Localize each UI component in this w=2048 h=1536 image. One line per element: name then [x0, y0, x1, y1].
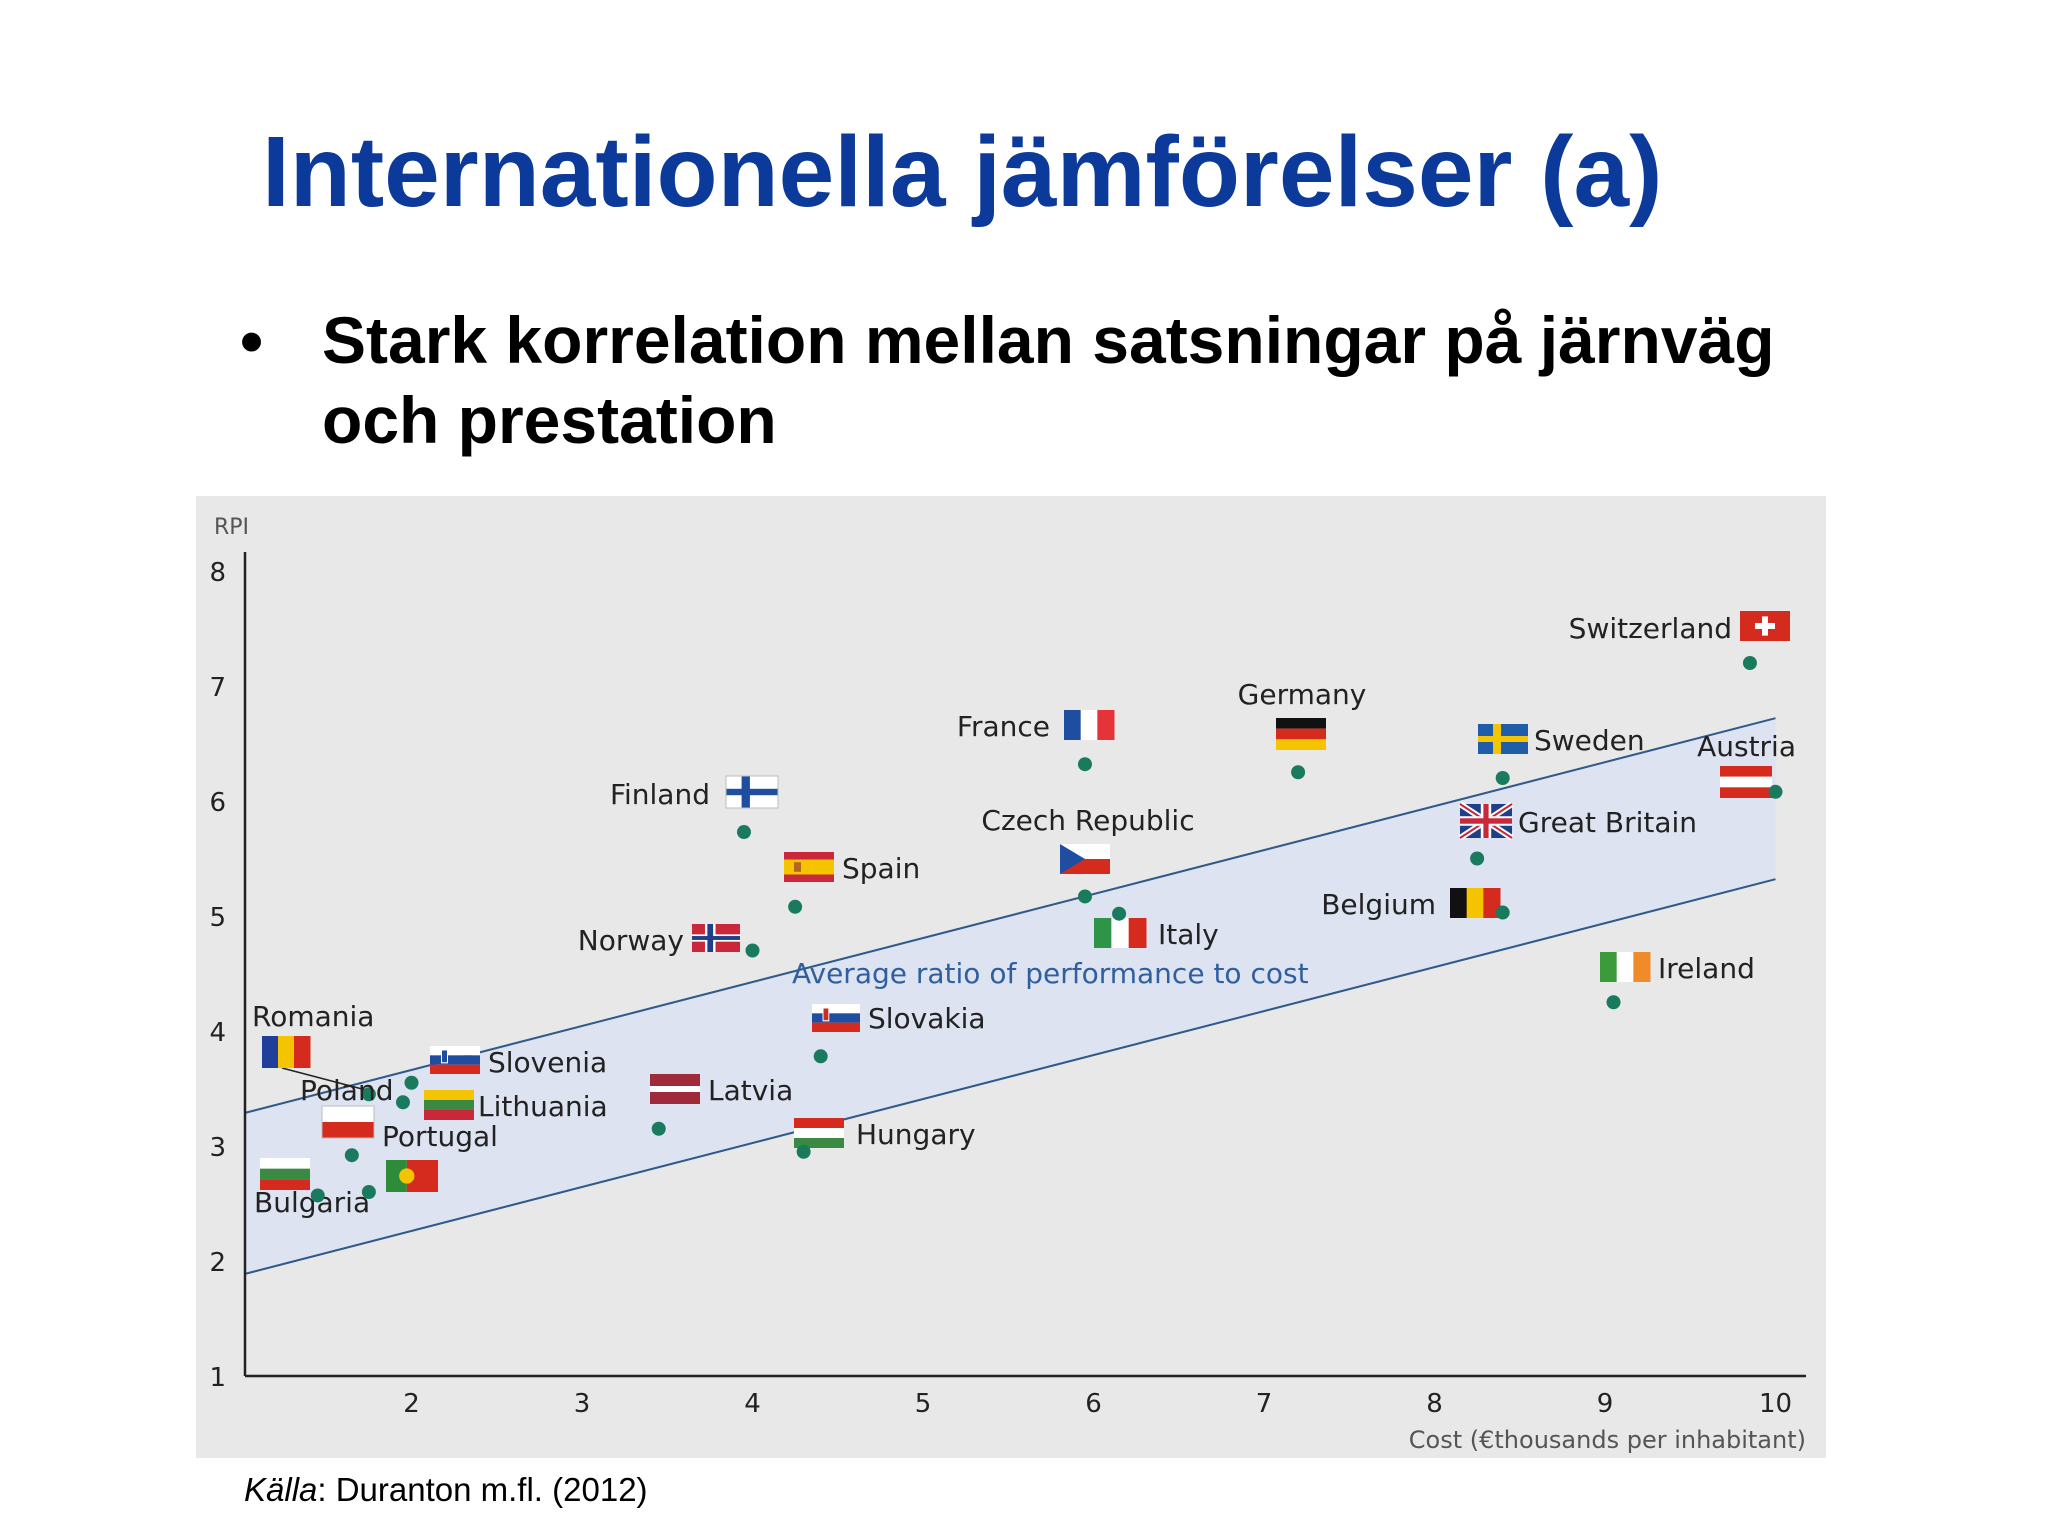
data-point — [344, 1148, 359, 1163]
x-tick-label: 10 — [1759, 1389, 1792, 1419]
band-label: Average ratio of performance to cost — [792, 957, 1309, 990]
x-tick-label: 7 — [1256, 1389, 1273, 1419]
data-point — [1291, 765, 1306, 780]
country-flag — [1094, 918, 1147, 948]
band-upper-line — [244, 717, 1776, 1114]
data-point — [1470, 851, 1485, 866]
country-flag — [1064, 710, 1115, 740]
country-label: Germany — [1238, 678, 1367, 711]
band-lower-line — [244, 878, 1776, 1275]
source-reference: : Duranton m.fl. (2012) — [317, 1471, 648, 1508]
country-flag — [430, 1046, 480, 1074]
country-label: Sweden — [1534, 724, 1645, 757]
source-citation: Källa: Duranton m.fl. (2012) — [244, 1470, 648, 1510]
y-tick-label: 6 — [209, 788, 226, 818]
country-label: Hungary — [856, 1118, 976, 1151]
data-point — [395, 1095, 410, 1110]
data-point — [1768, 784, 1783, 799]
country-flag — [1740, 611, 1790, 641]
x-tick-label: 2 — [403, 1389, 420, 1419]
x-tick-label: 4 — [744, 1389, 761, 1419]
country-flag — [262, 1036, 311, 1068]
data-point — [1742, 656, 1757, 670]
scatter-chart: Average ratio of performance to cost RPI C… — [209, 515, 1806, 1454]
x-axis-title: Cost (€thousands per inhabitant) — [1409, 1426, 1806, 1454]
data-point — [796, 1144, 811, 1159]
data-point — [1606, 995, 1621, 1010]
country-flag — [1060, 844, 1110, 874]
country-label: Portugal — [382, 1120, 498, 1153]
data-point — [1077, 889, 1092, 904]
country-flag — [1478, 724, 1528, 754]
country-flag — [1450, 888, 1501, 918]
leader-line — [281, 1067, 368, 1091]
country-label: Lithuania — [478, 1090, 608, 1123]
x-tick-label: 9 — [1597, 1389, 1614, 1419]
data-point — [404, 1075, 419, 1090]
y-tick-label: 3 — [209, 1133, 226, 1163]
country-flag — [784, 852, 834, 882]
country-flag — [1458, 801, 1514, 841]
country-flag — [1600, 952, 1651, 982]
x-tick-label: 3 — [574, 1389, 591, 1419]
country-flag — [692, 924, 740, 952]
y-tick-label: 4 — [209, 1018, 226, 1048]
data-point — [361, 1185, 376, 1199]
country-flag — [260, 1158, 310, 1190]
slide-title: Internationella jämförelser (a) — [262, 116, 1663, 228]
y-tick-label: 7 — [209, 673, 226, 703]
country-flag — [424, 1090, 474, 1120]
data-point — [361, 1087, 376, 1102]
country-label: Latvia — [708, 1074, 793, 1107]
chart-panel: Average ratio of performance to cost RPI C… — [196, 496, 1826, 1458]
y-tick-label: 2 — [209, 1248, 226, 1278]
data-point — [1495, 905, 1510, 920]
data-point — [736, 825, 751, 840]
country-label: Spain — [842, 852, 920, 885]
x-tick-label: 6 — [1085, 1389, 1102, 1419]
band-area — [245, 718, 1776, 1274]
country-label: Switzerland — [1569, 612, 1732, 645]
country-flag — [386, 1160, 438, 1192]
country-label: Poland — [300, 1074, 393, 1107]
country-flag — [650, 1074, 700, 1104]
data-point — [310, 1188, 325, 1203]
country-label: Italy — [1158, 918, 1219, 951]
y-tick-label: 1 — [209, 1363, 226, 1393]
bullet-marker: • — [240, 304, 264, 378]
country-label: France — [957, 710, 1050, 743]
country-label: Finland — [610, 778, 710, 811]
x-tick-label: 5 — [915, 1389, 932, 1419]
x-tick-label: 8 — [1426, 1389, 1443, 1419]
y-tick-label: 8 — [209, 558, 226, 588]
country-flag — [1720, 766, 1772, 798]
country-label: Slovakia — [868, 1002, 986, 1035]
country-label: Great Britain — [1518, 806, 1697, 839]
data-point — [1112, 906, 1127, 921]
data-point — [788, 899, 803, 914]
y-tick-label: 5 — [209, 903, 226, 933]
country-label: Czech Republic — [981, 804, 1194, 837]
data-point — [1077, 757, 1092, 772]
data-point — [813, 1049, 828, 1064]
country-label: Bulgaria — [254, 1186, 370, 1219]
country-flag — [725, 775, 779, 809]
country-flag — [321, 1105, 375, 1139]
country-flag — [794, 1118, 844, 1148]
country-label: Slovenia — [488, 1046, 607, 1079]
country-flag — [812, 1004, 860, 1032]
data-point — [1495, 771, 1510, 785]
country-flag — [1276, 718, 1326, 750]
country-label: Romania — [252, 1000, 374, 1033]
source-label: Källa — [244, 1471, 318, 1508]
y-axis-title: RPI — [214, 515, 249, 540]
bullet-text: Stark korrelation mellan satsningar på j… — [322, 303, 1775, 457]
country-label: Norway — [578, 924, 684, 957]
data-point — [651, 1121, 666, 1136]
country-label: Belgium — [1321, 888, 1436, 921]
country-label: Austria — [1697, 730, 1796, 763]
country-label: Ireland — [1658, 952, 1755, 985]
data-point — [745, 943, 760, 958]
